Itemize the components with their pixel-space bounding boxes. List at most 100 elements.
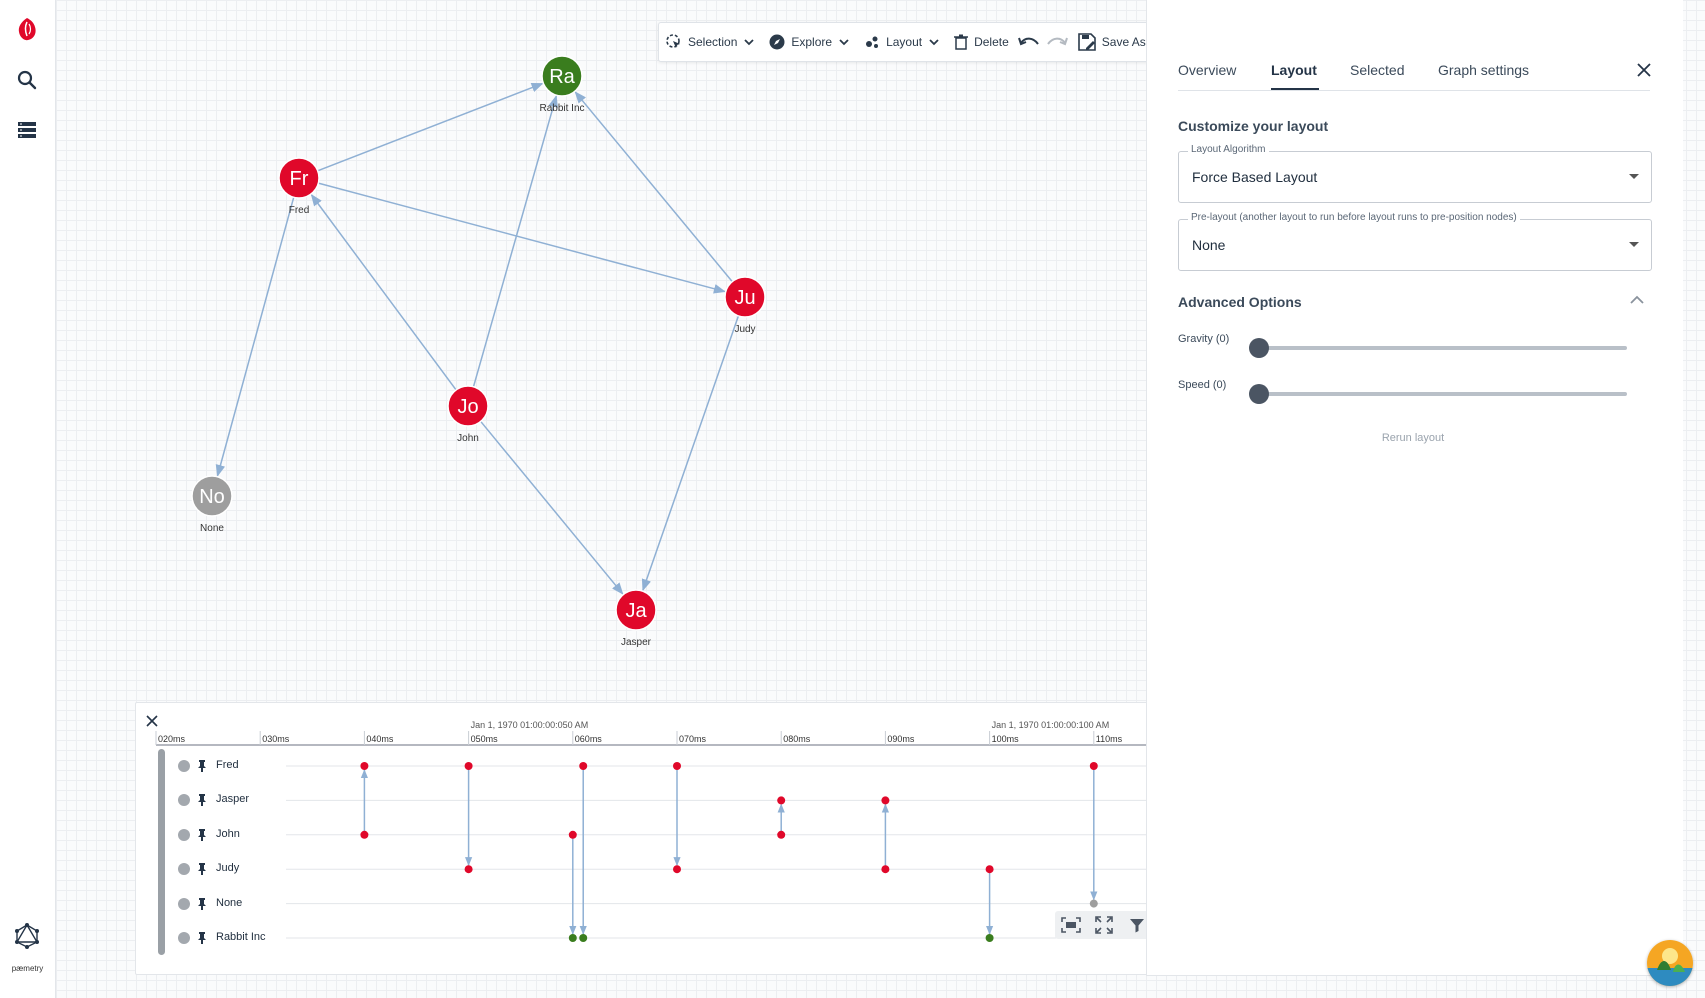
edge-Fr-Ra[interactable] [317,82,544,172]
node-circle[interactable] [615,589,657,631]
event-dot[interactable] [985,865,994,874]
app-logo-icon[interactable] [14,16,40,42]
edge-Jo-Ja[interactable] [480,420,624,595]
speed-slider[interactable] [1249,384,1627,404]
event-dot[interactable] [1089,762,1098,770]
chevron-down-icon[interactable] [927,35,941,49]
data-list-icon[interactable] [14,117,40,143]
fit-timeline-icon[interactable] [1060,914,1082,936]
node-fred[interactable]: Fr Fred [278,157,320,216]
compass-icon [769,34,785,50]
event-dot[interactable] [673,865,681,874]
node-john[interactable]: Jo John [447,385,489,444]
event-dot[interactable] [360,762,369,770]
save-as-button[interactable]: Save As [1071,23,1152,61]
close-icon[interactable] [1633,59,1655,81]
event-dot[interactable] [464,762,473,770]
node-circle[interactable] [447,385,489,427]
node-rabbit-inc[interactable]: Ra Rabbit Inc [539,55,585,114]
delete-button[interactable]: Delete [947,23,1015,61]
graph-toolbar: Selection Explore Layout Delete Save As [658,22,1188,62]
graphql-icon[interactable] [14,923,40,949]
expand-icon[interactable] [1093,914,1115,936]
filter-icon[interactable] [1126,914,1148,936]
chevron-down-icon[interactable] [742,35,756,49]
layout-button[interactable]: Layout [857,23,947,61]
tab-overview[interactable]: Overview [1178,62,1237,78]
layout-algorithm-label: Layout Algorithm [1188,144,1269,155]
event-dot[interactable] [777,830,786,839]
tab-layout[interactable]: Layout [1271,62,1317,78]
event-dot[interactable] [568,934,577,942]
assistant-avatar[interactable] [1647,940,1693,986]
node-circle[interactable] [724,276,766,318]
chevron-down-icon[interactable] [837,35,851,49]
row-toggle[interactable] [178,760,190,772]
tab-selected[interactable]: Selected [1350,62,1405,78]
node-circle[interactable] [191,475,233,517]
edge-Jo-Ra[interactable] [472,95,558,387]
pin-icon[interactable] [197,793,207,812]
redo-button[interactable] [1043,23,1071,61]
pin-icon[interactable] [197,862,207,881]
event-dot[interactable] [1089,899,1098,908]
event-dot[interactable] [881,865,890,874]
pin-icon[interactable] [197,897,207,916]
row-toggle[interactable] [178,828,190,841]
event-dot[interactable] [579,934,588,942]
edge-Jo-Fr[interactable] [310,193,457,391]
row-toggle[interactable] [178,863,190,876]
node-initials: Ju [734,287,755,309]
event-dot[interactable] [579,762,588,770]
redo-icon [1046,37,1068,46]
prelayout-select[interactable]: Pre-layout (another layout to run before… [1178,212,1652,271]
close-icon[interactable] [144,713,160,729]
event-dot[interactable] [673,762,681,770]
selection-label: Selection [688,35,738,49]
timeline-scrollbar[interactable] [158,749,165,955]
event-dot[interactable] [881,796,890,805]
rerun-layout-button[interactable]: Rerun layout [1381,432,1445,444]
event-dot[interactable] [777,796,786,805]
prelayout-value: None [1192,237,1226,253]
gravity-slider[interactable] [1249,338,1627,358]
prelayout-label: Pre-layout (another layout to run before… [1188,212,1520,223]
time-tick-label: 050ms [471,734,499,744]
edge-Fr-Ju[interactable] [318,182,726,294]
tab-graph-settings[interactable]: Graph settings [1438,62,1530,78]
speed-slider-thumb[interactable] [1249,384,1269,404]
node-none[interactable]: No None [191,475,233,534]
event-dot[interactable] [464,865,473,874]
edge-Ju-Ra[interactable] [574,91,733,283]
chevron-up-icon[interactable] [1629,293,1645,311]
explore-button[interactable]: Explore [762,23,857,61]
selection-button[interactable]: Selection [659,23,762,61]
event-dot[interactable] [568,830,577,839]
event-dot[interactable] [360,830,369,839]
pin-icon[interactable] [197,828,207,847]
edge-Ju-Ja[interactable] [641,315,740,592]
side-panel: Overview Layout Selected Graph settings … [1146,0,1683,976]
layout-label: Layout [886,35,923,49]
node-judy[interactable]: Ju Judy [724,276,766,335]
row-toggle[interactable] [178,794,190,807]
search-icon[interactable] [14,67,40,93]
pin-icon[interactable] [197,759,207,778]
pin-icon[interactable] [197,931,207,950]
node-circle[interactable] [541,55,583,97]
advanced-options-title[interactable]: Advanced Options [1178,294,1302,310]
layout-algorithm-select[interactable]: Layout Algorithm Force Based Layout [1178,144,1652,203]
time-tick-label: 030ms [262,734,290,744]
row-toggle[interactable] [178,932,190,944]
edge-Fr-No[interactable] [215,197,295,477]
event-dot[interactable] [985,934,994,942]
node-label: Judy [734,324,755,335]
gravity-slider-thumb[interactable] [1249,338,1269,358]
node-jasper[interactable]: Ja Jasper [615,589,657,648]
node-label: None [200,523,224,534]
row-toggle[interactable] [178,897,190,910]
timeline-chart[interactable]: 020ms 030ms 040ms 050ms 060ms 070ms 080ms 090ms… [136,703,1186,974]
node-circle[interactable] [278,157,320,199]
undo-button[interactable] [1015,23,1043,61]
